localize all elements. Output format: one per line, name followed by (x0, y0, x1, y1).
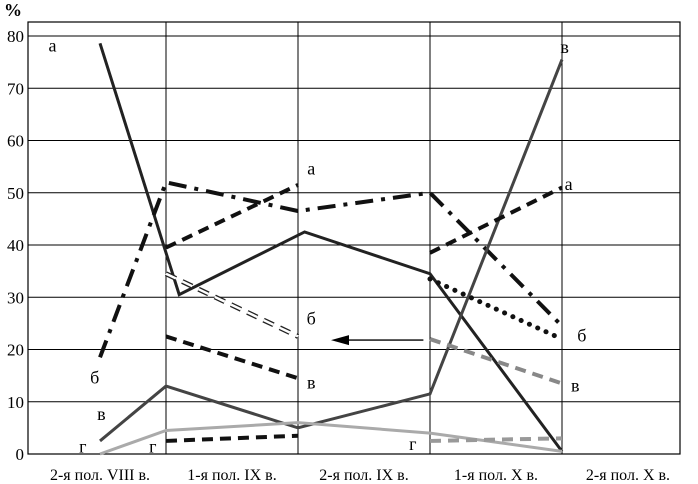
x-tick-label: 2-я пол. IX в. (319, 467, 408, 484)
series-annotation: г (409, 434, 416, 454)
y-axis-label: % (4, 0, 22, 20)
grid (27, 21, 681, 455)
series-annotation: в (571, 375, 580, 395)
series-annotation: б (577, 326, 586, 346)
series-lines (98, 42, 565, 456)
y-tick-label: 0 (16, 445, 25, 464)
series-annotation: в (560, 37, 569, 57)
series-line-г (429, 436, 563, 443)
series-line-б (98, 179, 564, 359)
series-annotation: г (149, 436, 156, 456)
series-line-в (165, 334, 299, 381)
y-tick-label: 80 (7, 27, 24, 46)
arrow-layer (331, 335, 424, 346)
axes: 0 10 20 30 40 50 60 70 80% 2-я пол. VIII в. 1-я по… (4, 0, 670, 484)
y-tick-label: 10 (7, 393, 24, 412)
series-line-б-fill (165, 272, 299, 338)
series-line-в (99, 58, 564, 443)
series-line-б (427, 276, 565, 342)
series-annotation: г (79, 436, 86, 456)
x-tick-label: 2-я пол. X в. (586, 467, 670, 484)
series-annotation: в (307, 373, 316, 393)
y-tick-label: 60 (7, 132, 24, 151)
series-line-а (165, 183, 299, 250)
y-tick-label: 40 (7, 236, 24, 255)
arrow-head (331, 335, 349, 346)
series-annotation: б (90, 367, 99, 387)
series-annotation: а (48, 36, 56, 56)
y-tick-label: 30 (7, 288, 24, 307)
series-line-в (429, 337, 563, 386)
y-tick-label: 20 (7, 341, 24, 360)
series-line-г (165, 433, 299, 443)
y-tick-label: 50 (7, 184, 24, 203)
x-tick-label: 2-я пол. VIII в. (50, 467, 150, 484)
x-tick-label: 1-я пол. X в. (454, 467, 538, 484)
series-line-а (98, 42, 564, 453)
series-annotation: в (97, 404, 106, 424)
series-annotation: а (307, 158, 315, 178)
series-annotation: а (565, 174, 573, 194)
y-tick-label: 70 (7, 79, 24, 98)
x-tick-label: 1-я пол. IX в. (187, 467, 276, 484)
series-annotation: б (307, 308, 316, 328)
series-line-а (429, 185, 563, 255)
plot-frame (27, 21, 681, 455)
